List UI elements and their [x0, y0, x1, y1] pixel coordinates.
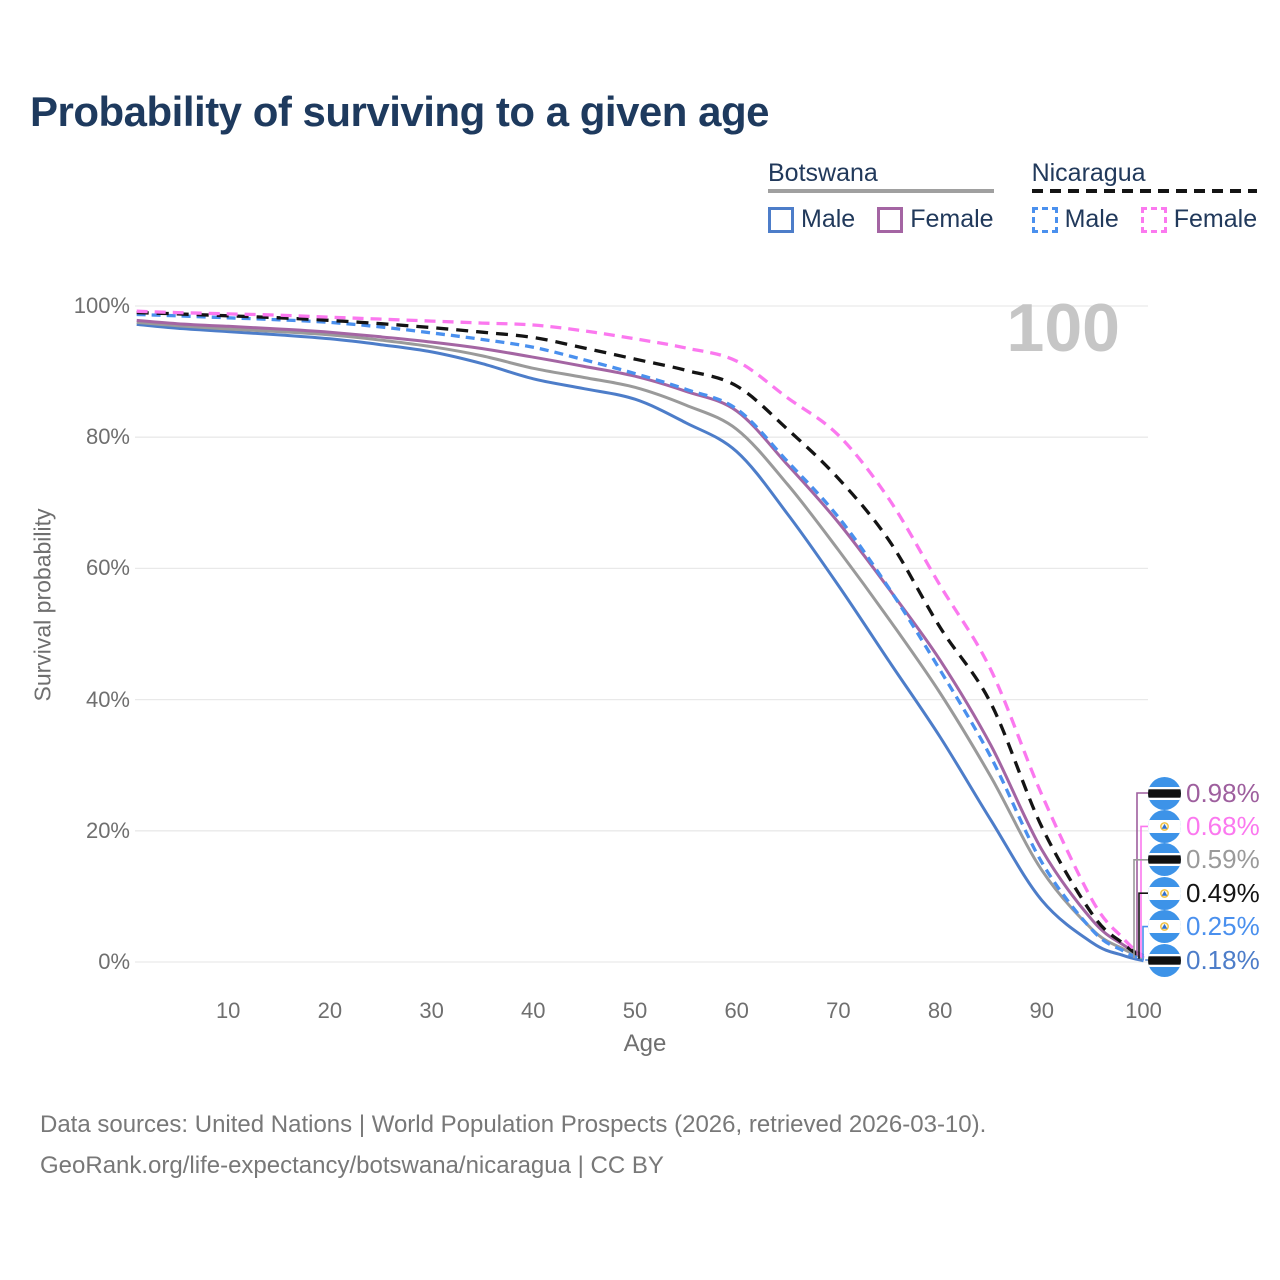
hovered-age-watermark: 100: [1006, 290, 1120, 366]
botswana-flag-icon: [1148, 776, 1181, 810]
y-tick-60%: 60%: [85, 555, 130, 581]
end-value-nic_female: 0.68%: [1186, 810, 1260, 841]
page-title: Probability of surviving to a given age: [30, 88, 769, 135]
series-line-bot_female[interactable]: [136, 318, 1145, 957]
end-label-nic_male: 0.25%: [1148, 910, 1260, 944]
y-tick-40%: 40%: [85, 686, 130, 712]
x-tick-20: 20: [317, 998, 343, 1023]
end-label-connector-nic_male: [1142, 925, 1149, 961]
legend-country-botswana[interactable]: Botswana: [768, 159, 878, 187]
botswana-flag-icon: [1148, 843, 1181, 877]
end-label-connector-bot_female: [1136, 792, 1149, 956]
nicaragua-flag-icon: [1148, 809, 1181, 843]
end-value-bot_female: 0.98%: [1186, 777, 1260, 808]
nicaragua-flag-icon: [1148, 876, 1181, 910]
end-label-nic_all: 0.49%: [1148, 876, 1260, 910]
legend-label-nicaragua-male[interactable]: Male: [1064, 205, 1119, 233]
series-line-nic_all[interactable]: [136, 310, 1145, 961]
y-tick-80%: 80%: [85, 424, 130, 450]
x-tick-70: 70: [826, 998, 851, 1023]
x-tick-30: 30: [419, 998, 444, 1023]
legend-group-nicaragua: Nicaragua Male Female: [1031, 159, 1258, 234]
series-line-bot_male[interactable]: [136, 322, 1144, 963]
end-label-connector-nic_all: [1138, 892, 1149, 959]
x-tick-100: 100: [1125, 998, 1162, 1023]
nicaragua-flag-icon: [1148, 910, 1181, 944]
legend-label-botswana-female[interactable]: Female: [910, 205, 994, 233]
legend-swatch-nicaragua-male[interactable]: [1031, 206, 1058, 233]
end-value-nic_all: 0.49%: [1186, 877, 1260, 908]
footer-attribution: GeoRank.org/life-expectancy/botswana/nic…: [40, 1152, 664, 1179]
end-value-bot_all: 0.59%: [1186, 844, 1260, 875]
series-line-nic_female[interactable]: [136, 309, 1145, 959]
legend-country-nicaragua[interactable]: Nicaragua: [1031, 159, 1146, 187]
nicaragua-dashed-line-sample: [1031, 189, 1258, 193]
y-tick-20%: 20%: [85, 817, 130, 843]
legend-swatch-botswana-male[interactable]: [768, 206, 794, 233]
legend: Botswana Male Female Nicaragua Male Fema…: [768, 159, 1258, 234]
series-line-bot_all[interactable]: [136, 320, 1145, 960]
footer-data-sources: Data sources: United Nations | World Pop…: [40, 1111, 987, 1138]
x-tick-10: 10: [215, 998, 241, 1023]
x-tick-40: 40: [521, 998, 546, 1023]
x-tick-80: 80: [927, 998, 953, 1023]
end-label-bot_female: 0.98%: [1148, 776, 1260, 810]
legend-label-botswana-male[interactable]: Male: [801, 205, 856, 233]
end-value-bot_male: 0.18%: [1186, 944, 1260, 975]
footer: Data sources: United Nations | World Pop…: [40, 1104, 986, 1186]
botswana-flag-icon: [1148, 943, 1181, 977]
end-value-nic_male: 0.25%: [1186, 911, 1260, 942]
y-tick-0%: 0%: [98, 949, 130, 974]
x-axis-title: Age: [623, 1030, 667, 1057]
end-label-connector-bot_all: [1133, 859, 1149, 959]
legend-label-nicaragua-female[interactable]: Female: [1173, 205, 1258, 233]
series-line-nic_male[interactable]: [136, 312, 1145, 962]
end-label-connector-nic_female: [1140, 825, 1149, 958]
y-tick-100%: 100%: [73, 293, 130, 318]
y-axis-title: Survival probability: [29, 508, 56, 702]
x-tick-60: 60: [724, 998, 749, 1023]
x-tick-90: 90: [1029, 998, 1055, 1023]
end-label-bot_male: 0.18%: [1148, 943, 1260, 977]
x-tick-50: 50: [622, 998, 648, 1023]
legend-swatch-botswana-female[interactable]: [877, 206, 904, 233]
legend-group-botswana: Botswana Male Female: [768, 160, 994, 234]
botswana-solid-line-sample: [768, 189, 994, 193]
end-label-nic_female: 0.68%: [1148, 809, 1260, 843]
end-label-bot_all: 0.59%: [1148, 843, 1260, 877]
legend-swatch-nicaragua-female[interactable]: [1140, 206, 1167, 233]
